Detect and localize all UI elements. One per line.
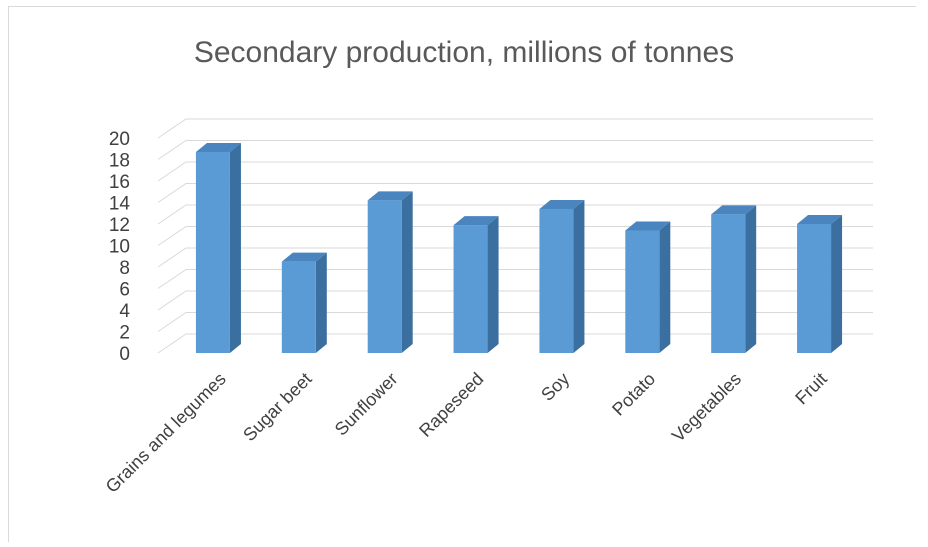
- bar: [367, 191, 413, 353]
- bar-front: [281, 261, 316, 353]
- gridline: [157, 312, 873, 332]
- bar-front: [711, 214, 746, 353]
- bar-side: [745, 205, 757, 353]
- bar: [453, 216, 499, 353]
- bar-side: [487, 216, 499, 353]
- bar-front: [797, 224, 832, 353]
- category-label: Sunflower: [331, 369, 402, 440]
- bar-front: [367, 200, 402, 353]
- bar-top: [797, 215, 843, 224]
- bar-top: [367, 191, 413, 201]
- bar-front: [195, 151, 230, 353]
- category-label: Sugar beet: [239, 369, 315, 445]
- bar-front: [539, 208, 574, 353]
- bar: [711, 205, 757, 353]
- bar-side: [659, 221, 671, 353]
- chart-title: Secondary production, millions of tonnes: [193, 36, 735, 69]
- bar-side: [573, 199, 585, 353]
- bar-top: [195, 142, 241, 152]
- bar-top: [625, 221, 671, 231]
- gridline: [157, 204, 873, 225]
- bar: [195, 142, 241, 353]
- y-tick-label: 10: [109, 237, 130, 258]
- bars: [195, 142, 843, 353]
- bar-top: [711, 205, 757, 215]
- y-tick-label: 14: [109, 194, 131, 215]
- category-label: Grains and legumes: [102, 369, 230, 497]
- gridline: [157, 226, 873, 246]
- bar-front: [453, 225, 488, 353]
- category-label: Soy: [537, 369, 573, 405]
- bar-side: [831, 215, 843, 353]
- bar-front: [625, 230, 660, 353]
- gridline: [157, 161, 873, 182]
- gridline: [157, 333, 873, 354]
- y-tick-label: 12: [109, 215, 130, 236]
- bar: [797, 215, 843, 353]
- gridline: [157, 290, 873, 311]
- y-tick-label: 18: [109, 151, 130, 172]
- gridline: [157, 183, 873, 203]
- bar-top: [281, 252, 327, 262]
- bar-side: [229, 142, 241, 353]
- gridline: [157, 269, 873, 289]
- y-tick-label: 16: [109, 172, 130, 193]
- y-tick-label: 2: [119, 323, 130, 344]
- category-labels: Grains and legumes Sugar beet Sunflower Rap…: [102, 369, 831, 497]
- category-label: Vegetables: [668, 369, 745, 446]
- bar: [625, 221, 671, 353]
- category-label: Fruit: [791, 369, 831, 409]
- y-tick-label: 20: [109, 129, 130, 150]
- y-tick-label: 6: [119, 280, 130, 301]
- bar: [281, 252, 327, 353]
- bar-top: [539, 199, 585, 209]
- bar-top: [453, 216, 499, 226]
- gridline: [157, 140, 873, 160]
- bar: [539, 199, 585, 353]
- y-tick-label: 4: [119, 301, 130, 322]
- category-label: Potato: [608, 369, 659, 420]
- gridline: [157, 247, 873, 268]
- bar-side: [315, 252, 327, 353]
- gridline: [157, 118, 873, 139]
- y-tick-label: 0: [119, 344, 130, 365]
- bar-side: [401, 191, 413, 353]
- gridlines: [157, 118, 873, 354]
- category-label: Rapeseed: [415, 369, 487, 441]
- y-tick-label: 8: [119, 258, 130, 279]
